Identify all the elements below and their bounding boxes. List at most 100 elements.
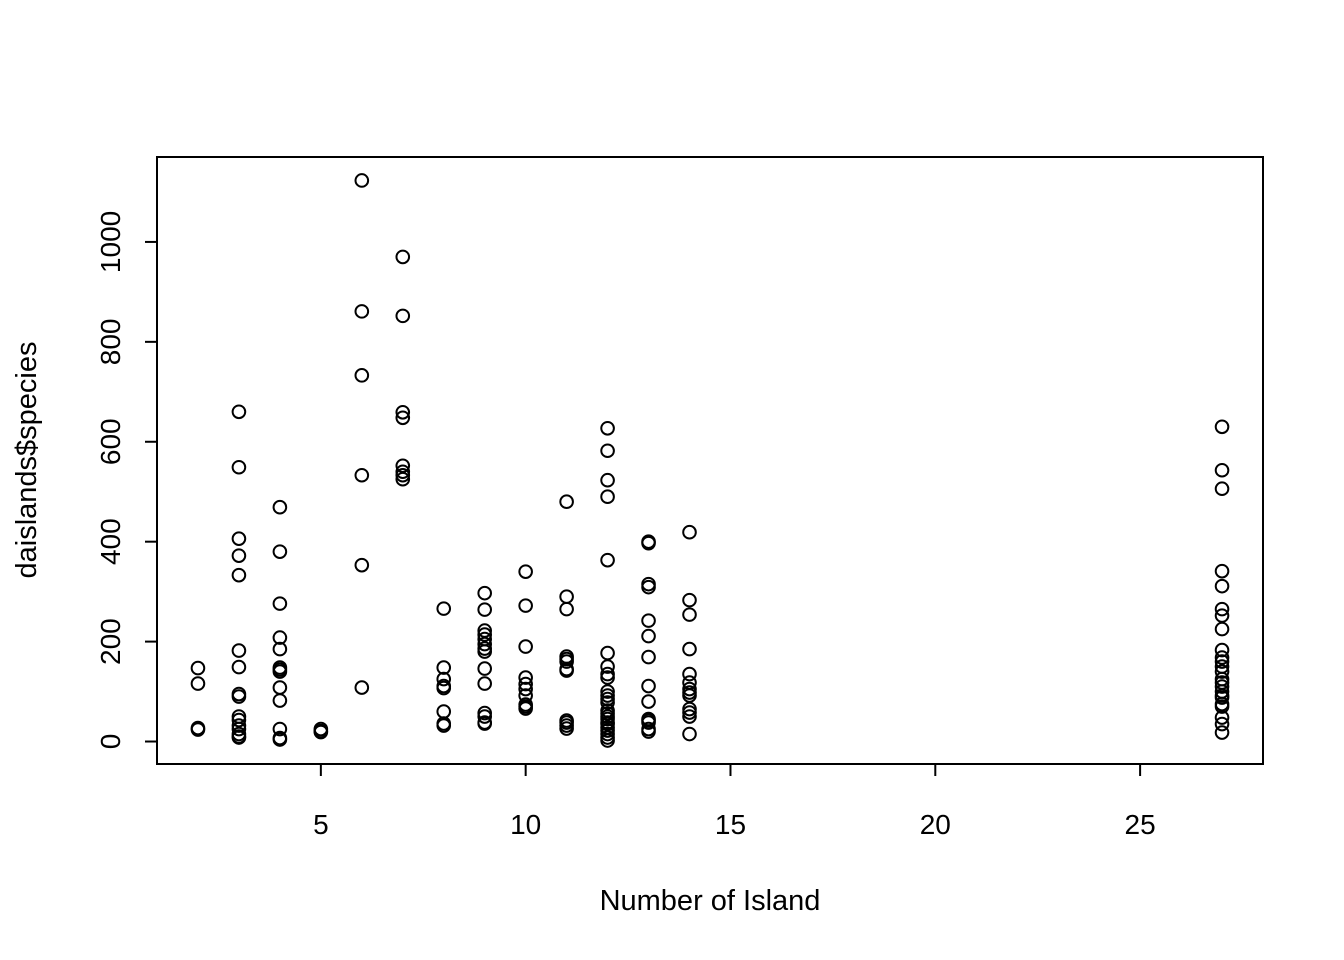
data-point — [354, 304, 370, 319]
x-tick-label: 15 — [715, 809, 746, 840]
data-point — [600, 645, 615, 661]
y-tick-label: 0 — [95, 734, 126, 750]
data-point — [1214, 481, 1230, 497]
data-point — [190, 722, 206, 737]
data-point — [1214, 664, 1230, 679]
data-point — [231, 712, 247, 728]
data-point — [231, 548, 247, 563]
data-point — [231, 567, 247, 583]
data-point — [641, 694, 656, 709]
data-point — [518, 598, 533, 613]
data-point — [395, 410, 411, 426]
plot-frame — [156, 156, 1264, 765]
data-point — [682, 666, 697, 682]
data-point — [1214, 578, 1230, 594]
data-point — [1214, 710, 1230, 725]
x-axis: 5 10 15 20 25 — [313, 763, 1156, 840]
data-point — [682, 641, 697, 657]
data-point — [559, 589, 574, 604]
data-point — [1214, 462, 1230, 478]
data-point — [231, 721, 247, 737]
data-point — [272, 596, 288, 611]
data-point — [518, 639, 533, 654]
data-point — [354, 368, 370, 383]
data-point — [231, 730, 247, 745]
data-point — [1214, 690, 1230, 705]
y-tick-label: 200 — [95, 618, 126, 665]
data-point — [190, 660, 206, 676]
data-point — [641, 613, 656, 628]
data-point — [395, 404, 411, 420]
data-point — [1214, 419, 1230, 435]
data-point — [641, 649, 656, 665]
data-point — [641, 535, 656, 551]
data-point — [682, 705, 697, 720]
data-point — [518, 670, 533, 685]
data-point — [559, 654, 574, 669]
data-point — [1214, 699, 1230, 714]
data-point — [436, 718, 452, 733]
data-point — [1214, 563, 1230, 579]
y-tick-label: 400 — [95, 518, 126, 565]
data-point — [231, 459, 247, 475]
data-point — [682, 607, 697, 622]
data-point — [559, 721, 574, 736]
data-points — [190, 173, 1230, 748]
x-tick-label: 20 — [920, 809, 951, 840]
data-point — [231, 689, 247, 704]
data-point — [1214, 716, 1230, 732]
data-point — [559, 663, 574, 678]
data-point — [477, 602, 493, 617]
data-point — [641, 628, 656, 644]
data-point — [231, 643, 247, 658]
data-point — [682, 726, 697, 742]
data-point — [682, 524, 697, 540]
data-point — [1214, 621, 1230, 637]
data-point — [600, 695, 615, 710]
data-point — [477, 627, 493, 642]
data-point — [354, 557, 370, 573]
data-point — [395, 471, 411, 487]
data-point — [231, 404, 247, 420]
data-point — [272, 693, 288, 708]
data-point — [272, 664, 288, 679]
data-point — [477, 661, 493, 676]
y-axis: 0 200 400 600 800 1000 — [95, 211, 158, 750]
data-point — [1214, 601, 1230, 617]
x-tick-label: 5 — [313, 809, 329, 840]
data-point — [395, 308, 411, 324]
data-point — [477, 585, 493, 601]
data-point — [272, 641, 288, 657]
x-axis-label: Number of Island — [600, 885, 821, 917]
data-point — [272, 630, 288, 645]
data-point — [436, 671, 452, 687]
data-point — [272, 680, 288, 695]
data-point — [559, 494, 574, 510]
y-axis-label: daislands$species — [11, 342, 43, 579]
data-point — [1214, 654, 1230, 669]
data-point — [477, 709, 493, 724]
data-point — [641, 678, 656, 694]
data-point — [682, 709, 697, 724]
data-point — [600, 489, 615, 505]
data-point — [272, 499, 288, 515]
data-point — [313, 724, 329, 740]
x-tick-label: 25 — [1125, 809, 1156, 840]
y-tick-label: 1000 — [95, 211, 126, 273]
data-point — [600, 670, 615, 685]
data-point — [272, 544, 288, 559]
data-point — [395, 467, 411, 483]
y-tick-label: 600 — [95, 418, 126, 465]
data-point — [1214, 725, 1230, 740]
data-point — [641, 579, 656, 595]
x-tick-label: 10 — [510, 809, 541, 840]
data-point — [518, 681, 533, 697]
data-point — [641, 715, 656, 730]
data-point — [272, 721, 288, 737]
data-point — [436, 601, 452, 616]
data-point — [272, 732, 288, 747]
data-point — [1214, 642, 1230, 658]
data-point — [600, 684, 615, 699]
data-point — [354, 173, 370, 188]
